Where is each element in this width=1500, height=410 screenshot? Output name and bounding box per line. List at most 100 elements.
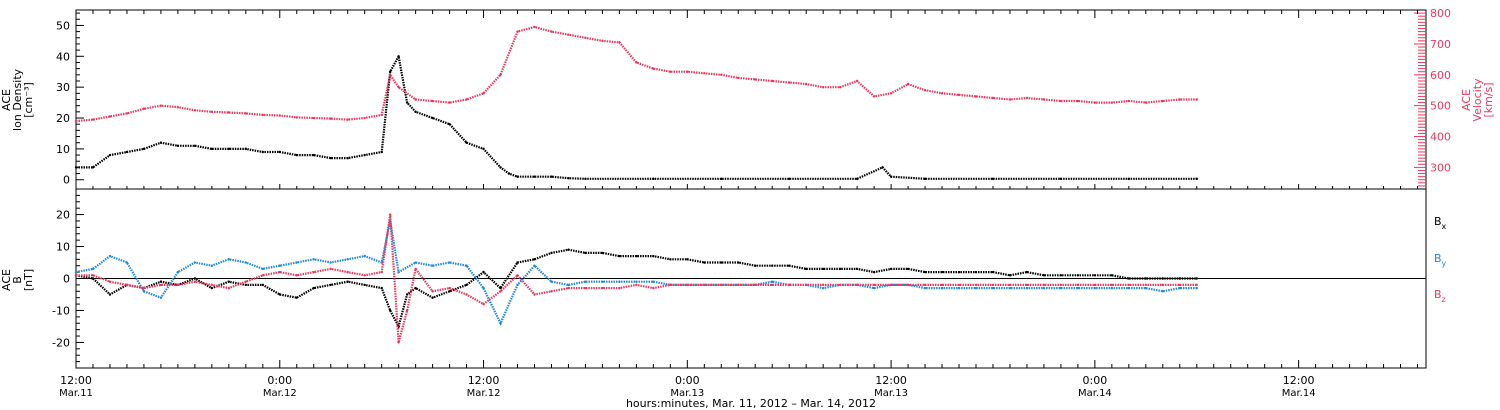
data-point-bx <box>414 286 417 290</box>
left-tick-label: 50 <box>56 19 70 32</box>
data-point-bx <box>1161 277 1164 280</box>
data-point-bz <box>193 280 197 283</box>
series-velocity <box>74 25 1198 123</box>
data-point-by <box>431 264 434 267</box>
data-point-by <box>244 261 248 264</box>
data-point-bz <box>635 283 638 287</box>
data-point-bx <box>669 258 672 261</box>
data-point-bz <box>821 283 825 287</box>
data-point-bz <box>855 283 859 287</box>
data-point-velocity <box>482 92 485 95</box>
x-tick-date: Mar.12 <box>263 388 297 399</box>
data-point-velocity <box>1127 99 1131 103</box>
data-point-bz <box>550 290 553 293</box>
data-point-by <box>1178 286 1181 290</box>
data-point-velocity <box>1195 98 1198 101</box>
data-point-bx <box>974 270 978 274</box>
data-point-velocity <box>838 85 842 89</box>
data-point-bx <box>482 270 485 274</box>
data-point-velocity <box>669 70 672 73</box>
data-point-density <box>227 147 231 151</box>
data-point-velocity <box>601 39 604 43</box>
data-point-bx <box>193 277 197 280</box>
data-point-density <box>295 153 298 157</box>
data-point-by <box>1008 286 1012 290</box>
data-point-bx <box>652 254 655 258</box>
data-point-bx <box>516 261 519 264</box>
data-point-by <box>1161 290 1164 293</box>
right-tick-label: 700 <box>1430 38 1451 51</box>
data-point-velocity <box>210 110 214 114</box>
data-point-bz <box>1008 283 1012 287</box>
x-tick-date: Mar.12 <box>467 388 501 399</box>
data-point-velocity <box>346 118 349 121</box>
x-tick-time: 12:00 <box>468 374 500 387</box>
data-point-density <box>91 166 95 169</box>
data-point-density <box>584 177 587 181</box>
data-point-velocity <box>465 98 468 101</box>
data-point-bx <box>838 267 842 271</box>
data-point-by <box>397 270 400 274</box>
data-point-velocity <box>227 111 231 114</box>
data-point-by <box>1127 286 1131 290</box>
data-point-bx <box>1076 274 1080 277</box>
data-point-by <box>1025 286 1029 290</box>
data-point-bz <box>788 283 791 287</box>
data-point-bx <box>159 280 163 283</box>
data-point-bx <box>991 270 995 274</box>
data-point-bx <box>906 267 910 271</box>
data-point-by <box>499 322 502 325</box>
data-point-bx <box>465 283 468 287</box>
left-tick-label: 30 <box>56 81 70 94</box>
data-point-bz <box>652 286 655 290</box>
data-point-density <box>405 101 409 104</box>
data-point-by <box>159 296 163 299</box>
data-point-density <box>278 150 281 154</box>
data-point-velocity <box>142 107 146 110</box>
right-tick-label: 800 <box>1430 7 1451 20</box>
data-point-by <box>1042 286 1046 290</box>
data-point-bx <box>804 267 808 271</box>
data-point-density <box>329 156 332 160</box>
data-point-bz <box>1093 283 1097 287</box>
data-point-by <box>363 254 366 258</box>
data-point-bx <box>601 251 604 255</box>
data-point-velocity <box>1025 96 1029 100</box>
data-point-by <box>974 286 978 290</box>
data-point-bx <box>312 286 315 290</box>
data-point-bx <box>363 283 366 287</box>
data-point-density <box>210 147 214 151</box>
x-tick-date: Mar.14 <box>1282 388 1316 399</box>
data-point-bx <box>1127 277 1131 280</box>
data-point-bx <box>431 296 434 299</box>
legend-by: By <box>1434 252 1447 268</box>
data-point-by <box>923 286 927 290</box>
data-point-bx <box>889 267 893 271</box>
data-point-bx <box>1178 277 1181 280</box>
data-point-velocity <box>940 92 944 95</box>
data-point-by <box>872 286 876 290</box>
data-point-bx <box>923 270 927 274</box>
data-point-velocity <box>414 98 417 101</box>
data-point-velocity <box>804 82 808 86</box>
data-point-bx <box>635 254 638 258</box>
data-point-density <box>244 147 248 151</box>
data-point-velocity <box>125 112 129 115</box>
data-point-velocity <box>906 82 910 86</box>
x-tick-time: 0:00 <box>675 374 700 387</box>
data-point-bz <box>363 274 366 277</box>
data-point-velocity <box>329 117 332 120</box>
data-point-bx <box>855 267 859 271</box>
data-point-velocity <box>652 67 655 70</box>
data-point-bz <box>329 267 332 271</box>
data-point-by <box>771 280 774 283</box>
data-point-bx <box>405 293 409 296</box>
data-point-density <box>159 141 163 144</box>
data-point-bz <box>872 283 876 287</box>
data-point-bx <box>227 280 231 283</box>
data-point-velocity <box>312 116 315 120</box>
data-point-bz <box>499 290 502 293</box>
data-point-velocity <box>923 89 927 92</box>
data-point-bz <box>1144 283 1148 287</box>
series-line-density <box>76 53 1197 180</box>
